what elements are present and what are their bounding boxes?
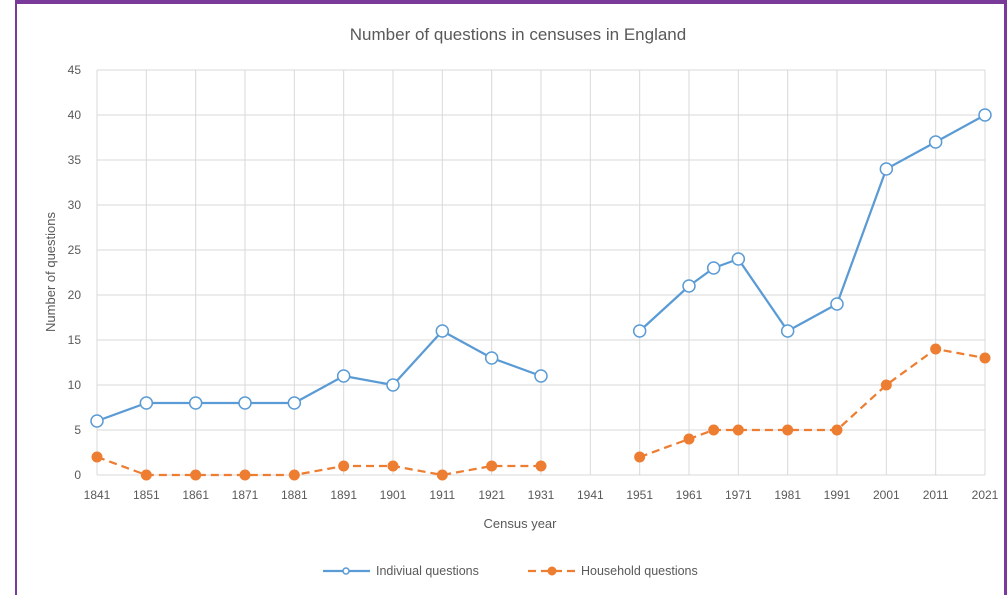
x-tick-label-2011: 2011 bbox=[923, 488, 949, 502]
series-1-point-1881 bbox=[288, 469, 300, 481]
series-0-point-1951 bbox=[632, 324, 647, 338]
series-0-point-1991 bbox=[830, 297, 844, 311]
series-group bbox=[90, 108, 992, 481]
x-axis-label: Census year bbox=[484, 516, 558, 531]
y-tick-label-5: 5 bbox=[74, 423, 81, 437]
series-1-point-1971 bbox=[732, 424, 744, 436]
y-tick-label-10: 10 bbox=[68, 378, 82, 392]
series-0-line-segment-0 bbox=[96, 329, 542, 423]
series-0-point-1841 bbox=[90, 414, 104, 428]
x-tick-label-1931: 1931 bbox=[528, 488, 555, 502]
frame-border-top bbox=[15, 0, 1007, 4]
series-0-point-2011 bbox=[928, 135, 943, 149]
legend-label-individual: Indiviual questions bbox=[376, 564, 479, 578]
series-1-point-1981 bbox=[782, 424, 794, 436]
x-tick-label-1851: 1851 bbox=[133, 488, 160, 502]
x-tick-label-2001: 2001 bbox=[873, 488, 900, 502]
series-1-point-2021 bbox=[979, 352, 991, 364]
series-0-point-1881 bbox=[287, 396, 302, 410]
series-0-point-1981 bbox=[780, 324, 795, 338]
frame-border-left bbox=[15, 0, 17, 595]
series-0-point-2021 bbox=[978, 108, 992, 122]
y-tick-label-20: 20 bbox=[68, 288, 82, 302]
x-tick-label-1971: 1971 bbox=[725, 488, 752, 502]
x-tick-label-1941: 1941 bbox=[577, 488, 604, 502]
series-1-point-1891 bbox=[338, 460, 350, 472]
series-1-point-1841 bbox=[91, 451, 103, 463]
series-1-point-1931 bbox=[535, 460, 547, 472]
series-1-point-1966 bbox=[708, 424, 720, 436]
series-1-point-1961 bbox=[683, 433, 695, 445]
series-1-line-segment-0 bbox=[96, 455, 541, 477]
legend: Indiviual questions Household questions bbox=[323, 564, 698, 578]
frame-border-right bbox=[1004, 0, 1007, 595]
y-tick-label-30: 30 bbox=[68, 198, 82, 212]
series-1-point-1871 bbox=[239, 469, 251, 481]
x-tick-label-1841: 1841 bbox=[84, 488, 111, 502]
series-0-point-1851 bbox=[139, 396, 154, 410]
series-1-point-1911 bbox=[436, 469, 448, 481]
x-tick-label-1921: 1921 bbox=[478, 488, 505, 502]
y-tick-labels: 0 5 10 15 20 25 30 35 40 45 bbox=[68, 63, 82, 482]
series-0-point-1911 bbox=[435, 324, 450, 338]
y-axis-label: Number of questions bbox=[43, 212, 58, 332]
x-tick-labels: 1841 1851 1861 1871 1881 1891 1901 1911 1921 1931… bbox=[84, 488, 999, 502]
legend-marker-household bbox=[547, 566, 557, 576]
x-tick-label-1911: 1911 bbox=[429, 488, 455, 502]
series-0-point-1891 bbox=[336, 369, 351, 383]
series-0-point-1971 bbox=[731, 252, 746, 266]
series-0-point-1966 bbox=[706, 261, 721, 275]
grid-lines bbox=[96, 69, 986, 476]
series-0-point-1871 bbox=[238, 396, 252, 410]
series-0-point-1861 bbox=[188, 396, 203, 410]
x-tick-label-1901: 1901 bbox=[380, 488, 407, 502]
series-0-point-1931 bbox=[534, 369, 548, 383]
series-1-point-1901 bbox=[387, 460, 399, 472]
legend-marker-individual bbox=[342, 567, 350, 575]
x-tick-label-1871: 1871 bbox=[232, 488, 259, 502]
y-tick-label-25: 25 bbox=[68, 243, 82, 257]
y-tick-label-15: 15 bbox=[68, 333, 82, 347]
series-1-point-1861 bbox=[190, 469, 202, 481]
y-tick-label-0: 0 bbox=[74, 468, 81, 482]
series-0-point-1901 bbox=[386, 378, 400, 392]
x-tick-label-1891: 1891 bbox=[330, 488, 357, 502]
x-tick-label-1991: 1991 bbox=[824, 488, 851, 502]
y-tick-label-35: 35 bbox=[68, 153, 82, 167]
x-tick-label-2021: 2021 bbox=[972, 488, 999, 502]
series-0-point-1961 bbox=[682, 279, 696, 293]
series-1-point-2011 bbox=[930, 343, 942, 355]
x-tick-label-1951: 1951 bbox=[626, 488, 653, 502]
series-1-point-1851 bbox=[140, 469, 152, 481]
y-tick-label-45: 45 bbox=[68, 63, 82, 77]
series-1-point-1921 bbox=[486, 460, 498, 472]
series-0-point-1921 bbox=[484, 351, 499, 365]
y-tick-label-40: 40 bbox=[68, 108, 82, 122]
series-1-point-2001 bbox=[880, 379, 892, 391]
x-tick-label-1961: 1961 bbox=[676, 488, 703, 502]
legend-label-household: Household questions bbox=[581, 564, 698, 578]
series-1-point-1991 bbox=[831, 424, 843, 436]
x-tick-label-1861: 1861 bbox=[182, 488, 209, 502]
chart-title: Number of questions in censuses in Engla… bbox=[350, 25, 686, 44]
series-0-point-2001 bbox=[879, 162, 894, 176]
x-tick-label-1881: 1881 bbox=[281, 488, 308, 502]
x-tick-label-1981: 1981 bbox=[774, 488, 801, 502]
series-1-point-1951 bbox=[634, 451, 646, 463]
